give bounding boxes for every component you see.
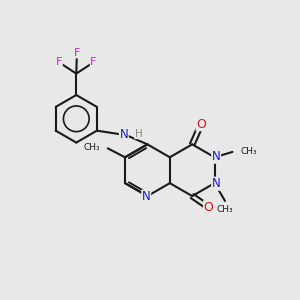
Text: CH₃: CH₃ [241, 147, 257, 156]
Text: F: F [74, 48, 80, 58]
Text: N: N [212, 177, 220, 190]
Text: H: H [135, 129, 142, 139]
Text: N: N [119, 128, 128, 141]
Text: O: O [196, 118, 206, 130]
Text: N: N [142, 190, 151, 203]
Text: O: O [204, 201, 214, 214]
Text: F: F [90, 57, 97, 67]
Text: F: F [56, 57, 62, 67]
Text: CH₃: CH₃ [84, 143, 100, 152]
Text: CH₃: CH₃ [217, 205, 233, 214]
Text: N: N [212, 150, 220, 163]
